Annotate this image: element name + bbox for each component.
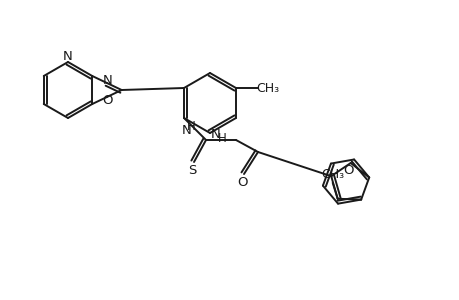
Text: H: H (217, 133, 226, 146)
Text: N: N (211, 128, 220, 142)
Text: S: S (187, 164, 196, 176)
Text: N: N (63, 50, 73, 64)
Text: N: N (182, 124, 191, 137)
Text: O: O (102, 94, 113, 106)
Text: O: O (343, 164, 353, 176)
Text: N: N (103, 74, 112, 86)
Text: CH₃: CH₃ (256, 82, 279, 94)
Text: CH₃: CH₃ (320, 168, 343, 181)
Text: H: H (186, 119, 195, 133)
Text: O: O (236, 176, 247, 188)
